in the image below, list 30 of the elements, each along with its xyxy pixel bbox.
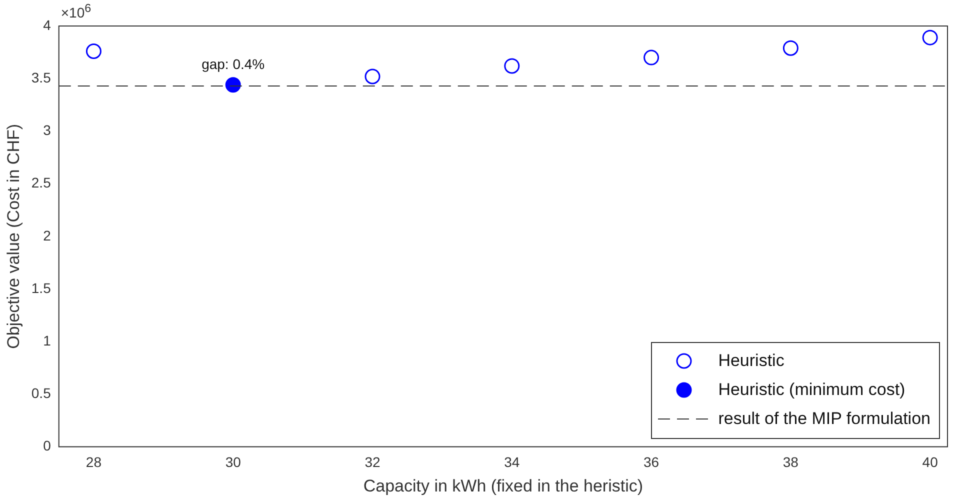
point	[782, 40, 798, 56]
y-axis-title: Objective value (Cost in CHF)	[4, 124, 23, 349]
point	[225, 77, 241, 93]
y-tick-label: 0	[43, 438, 52, 454]
point	[504, 58, 520, 74]
y-tick-label: 1.5	[31, 280, 52, 296]
y-tick-label: 4	[43, 16, 52, 33]
x-tick-label: 30	[225, 454, 242, 470]
x-tick-label: 28	[86, 454, 102, 470]
legend-label: Heuristic (minimum cost)	[718, 380, 906, 400]
point	[364, 68, 380, 84]
point	[644, 50, 660, 66]
legend-label: result of the MIP formulation	[718, 409, 930, 430]
text: ×10$^{6}$	[60, 2, 92, 21]
annotation: gap: 0.4%	[202, 56, 265, 72]
x-tick-label: 32	[364, 454, 380, 470]
x-tick-label: 38	[782, 454, 799, 470]
y-tick-label: 3.5	[31, 69, 52, 86]
x-tick-label: 40	[922, 454, 938, 470]
point	[922, 30, 938, 46]
x-tick-label: 36	[644, 454, 660, 470]
y-tick-label: 2.5	[31, 174, 52, 191]
legend-label: Heuristic	[718, 351, 784, 372]
y-tick-label: 0.5	[31, 385, 52, 402]
x-tick-label: 34	[504, 454, 520, 470]
y-tick-label: 3	[43, 122, 52, 138]
x-axis-title: Capacity in kWh (fixed in the heristic)	[363, 476, 644, 496]
y-tick-label: 2	[43, 227, 52, 244]
point	[86, 44, 102, 59]
y-tick-label: 1	[43, 332, 52, 348]
